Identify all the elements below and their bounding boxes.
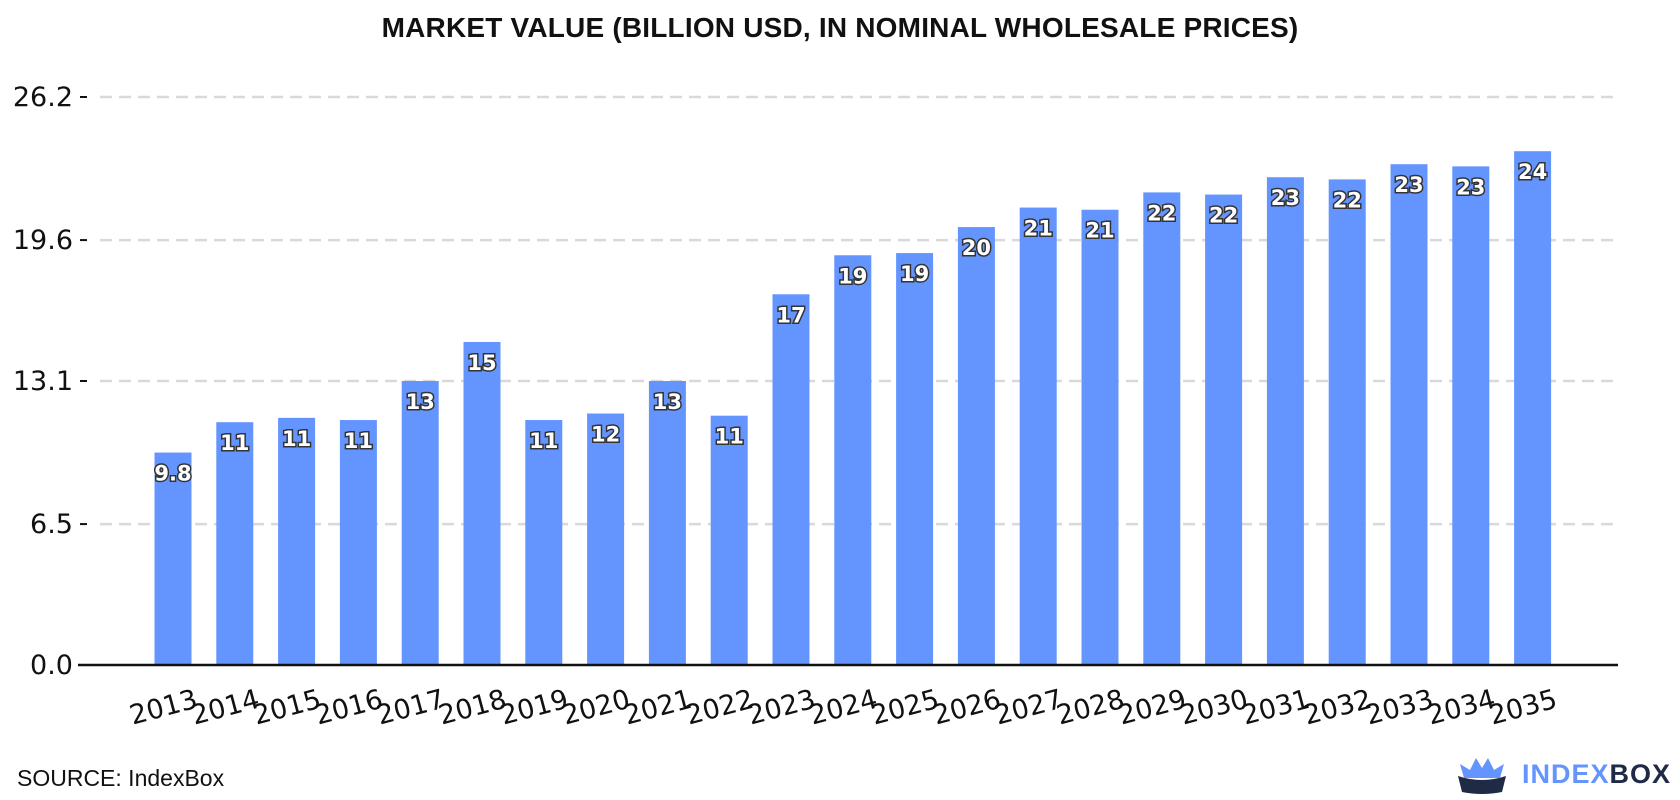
- bar: [1081, 209, 1119, 665]
- data-label: 21: [1085, 219, 1114, 243]
- brand-part-index: INDEX: [1522, 758, 1610, 789]
- data-label: 24: [1518, 160, 1547, 184]
- data-labels: 9.8 11 11 11 13 15 11 12 13 11 17 19 19 20 21 21 22 22 23 2…: [153, 159, 1549, 487]
- data-label: 22: [1209, 204, 1238, 228]
- source-note: SOURCE: IndexBox: [17, 765, 225, 791]
- brand-part-box: BOX: [1609, 758, 1672, 789]
- data-label: 20: [962, 236, 991, 260]
- bar: [1266, 177, 1304, 665]
- x-axis: 2013201420152016201720182019202020212022…: [78, 663, 1618, 732]
- data-label: 12: [591, 423, 620, 447]
- data-label: 22: [1147, 201, 1176, 225]
- data-label: 19: [900, 262, 929, 286]
- data-label: 22: [1333, 188, 1362, 212]
- data-label: 19: [838, 264, 867, 288]
- bar: [154, 452, 192, 665]
- brand-wordmark: INDEXBOX: [1522, 759, 1671, 790]
- bar: [957, 227, 995, 665]
- y-tick-label: 26.2: [13, 82, 73, 113]
- bar: [1452, 166, 1490, 666]
- data-label: 11: [220, 431, 249, 455]
- y-tick-label: 13.1: [13, 366, 73, 397]
- bar: [710, 415, 748, 665]
- bar: [1205, 194, 1243, 665]
- crown-box-icon: [1458, 758, 1506, 794]
- data-label: 13: [653, 390, 682, 414]
- y-tick-label: 6.5: [30, 509, 73, 540]
- y-axis: 0.0 6.5 13.1 19.6 26.2: [13, 82, 87, 681]
- data-label: 11: [529, 429, 558, 453]
- data-label: 23: [1456, 175, 1485, 199]
- data-label: 21: [1024, 217, 1053, 241]
- bar: [401, 381, 439, 665]
- data-label: 11: [344, 429, 373, 453]
- y-tick-label: 19.6: [13, 225, 73, 256]
- bar: [648, 381, 686, 665]
- bar-chart: 9.8 11 11 11 13 15 11 12 13 11 17 19 19 20 21 21 22 22 23 2…: [13, 82, 1618, 732]
- bar: [216, 422, 254, 665]
- data-label: 13: [406, 390, 435, 414]
- data-label: 11: [715, 425, 744, 449]
- bar: [587, 413, 625, 665]
- bar: [1514, 151, 1552, 665]
- bar: [896, 253, 934, 665]
- data-label: 11: [282, 427, 311, 451]
- bar: [463, 341, 501, 665]
- bars: [154, 151, 1552, 666]
- data-label: 23: [1394, 173, 1423, 197]
- bar: [1390, 164, 1428, 665]
- data-label: 17: [776, 303, 805, 327]
- data-label: 23: [1271, 186, 1300, 210]
- bar: [1019, 207, 1057, 665]
- data-label: 15: [467, 351, 496, 375]
- bar: [525, 420, 563, 665]
- bar: [339, 420, 377, 665]
- x-tick-label: 2035: [1486, 684, 1560, 732]
- bar: [1328, 179, 1366, 665]
- data-label: 9.8: [154, 462, 191, 486]
- bar: [278, 417, 316, 665]
- bar: [834, 255, 872, 666]
- chart-title: MARKET VALUE (BILLION USD, IN NOMINAL WH…: [381, 12, 1299, 43]
- brand-logo[interactable]: INDEXBOX: [1456, 752, 1671, 796]
- y-tick-label: 0.0: [30, 650, 73, 681]
- bar: [1143, 192, 1181, 665]
- bar: [772, 294, 810, 665]
